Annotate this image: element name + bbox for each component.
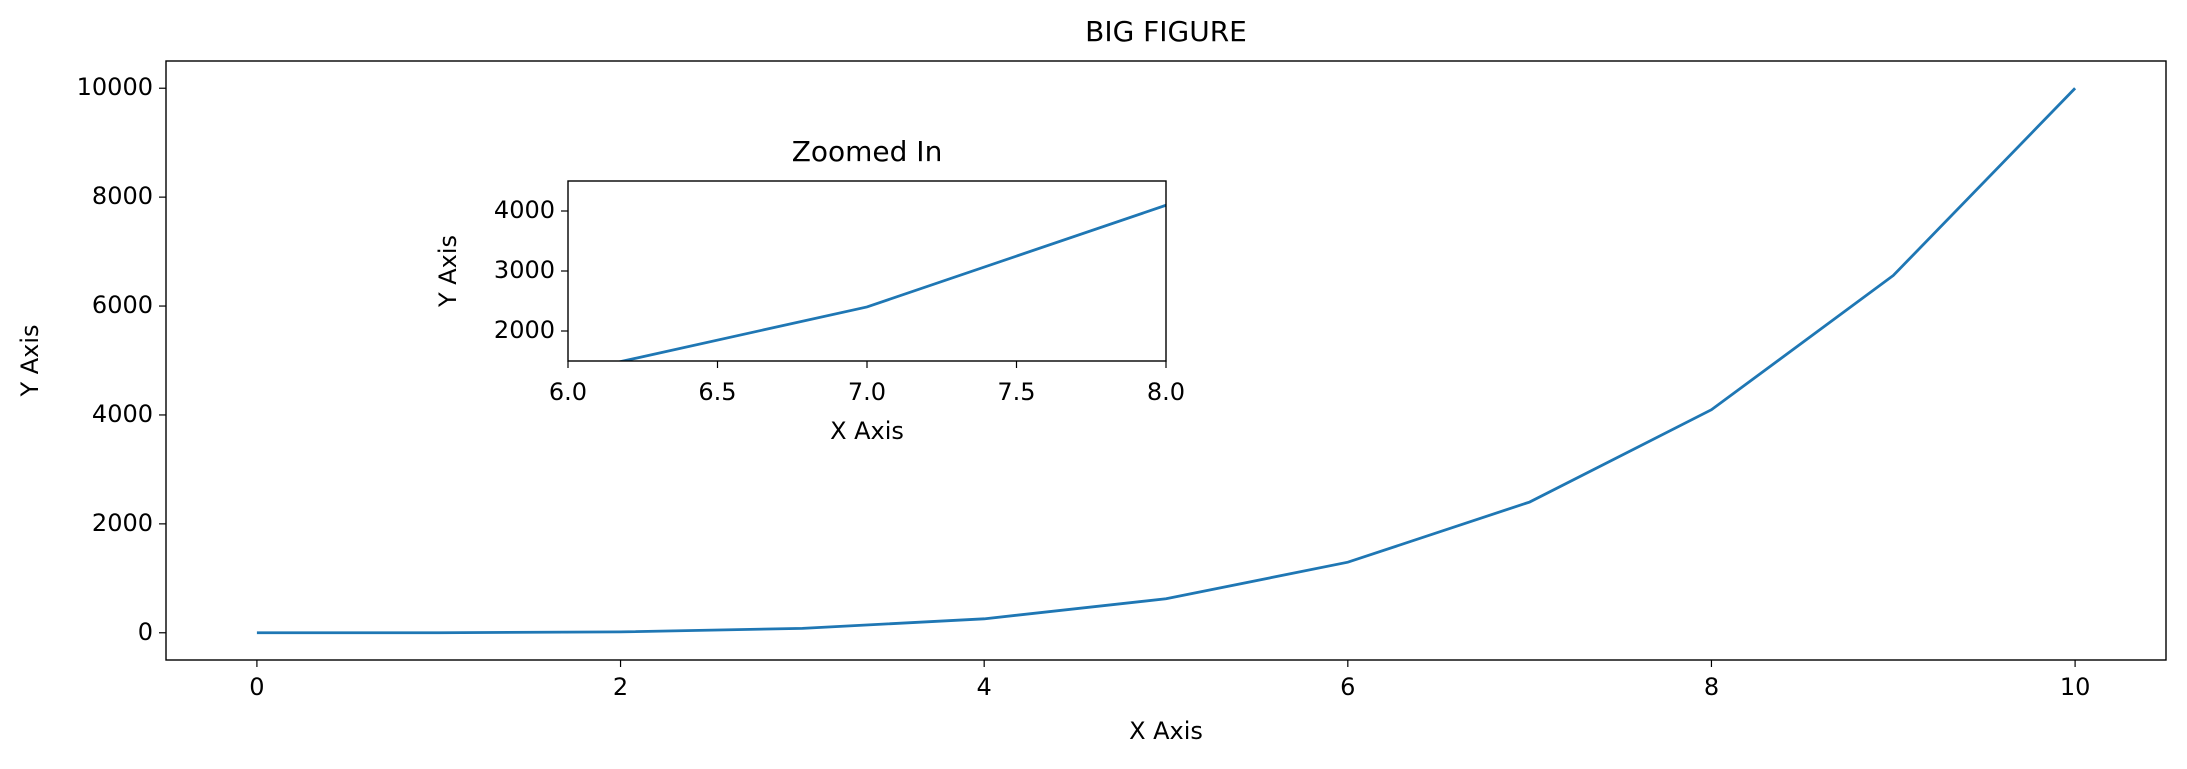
x-tick-label: 0 [249,673,264,701]
data-line [256,87,2077,635]
y-tick-label: 2000 [92,509,153,537]
y-tick-label: 6000 [92,291,153,319]
plot-background [568,181,1166,361]
x-tick-label: 7.5 [997,378,1035,406]
x-tick-label: 4 [977,673,992,701]
axes-frame [165,60,2167,661]
x-tick-label: 2 [613,673,628,701]
x-tick-label: 6.0 [549,378,587,406]
x-tick-label: 8.0 [1147,378,1185,406]
chart-title: BIG FIGURE [1085,15,1247,48]
y-tick-label: 10000 [77,73,153,101]
chart: 6.0 6.5 7.0 7.5 8.0 2000 3000 4000 Zoomed In X Ax… [434,135,1185,445]
x-axis-label: X Axis [830,417,904,445]
x-tick-label: 6 [1340,673,1355,701]
y-tick-label: 8000 [92,182,153,210]
y-tick-label: 0 [138,618,153,646]
x-tick-label: 10 [2060,673,2091,701]
x-axis-label: X Axis [1129,717,1203,745]
x-tick-label: 6.5 [698,378,736,406]
y-tick-label: 2000 [494,316,555,344]
x-tick-label: 7.0 [848,378,886,406]
data-line [616,203,1166,361]
x-tick-label: 8 [1704,673,1719,701]
y-axis-label: Y Axis [434,235,462,308]
y-tick-label: 4000 [92,400,153,428]
y-axis-label: Y Axis [16,324,44,397]
y-tick-label: 3000 [494,256,555,284]
y-tick-label: 4000 [494,196,555,224]
chart: 0 2 4 6 8 10 0 2000 4000 6000 8000 10000 BIG FIGURE X… [16,15,2167,745]
chart-title: Zoomed In [792,135,943,168]
